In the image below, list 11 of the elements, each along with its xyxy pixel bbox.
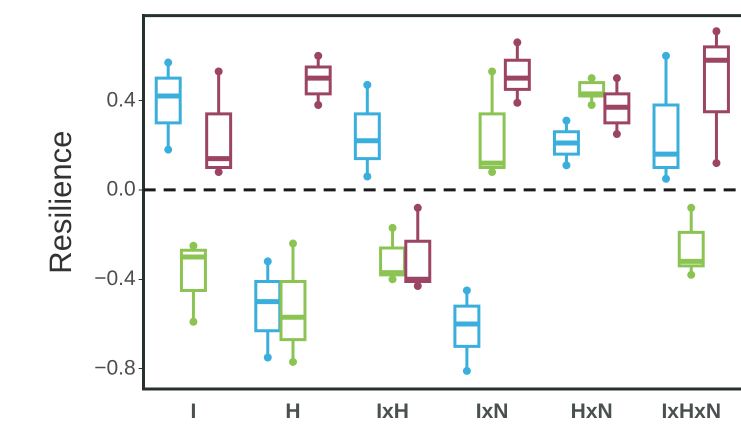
- x-tick-label: IxHxN: [661, 400, 721, 424]
- y-tick-label: −0.8: [94, 356, 136, 380]
- x-tick-label: I: [190, 400, 196, 424]
- y-tick-label: 0.4: [106, 88, 136, 112]
- y-tick-label: −0.4: [94, 267, 136, 290]
- y-axis-title: Resilience: [43, 130, 78, 274]
- x-tick-label: IxN: [476, 400, 508, 424]
- x-tick-label: IxH: [376, 400, 409, 424]
- x-tick-label: HxN: [570, 400, 613, 424]
- y-tick-label: 0.0: [106, 178, 136, 201]
- x-tick-label: H: [285, 400, 301, 424]
